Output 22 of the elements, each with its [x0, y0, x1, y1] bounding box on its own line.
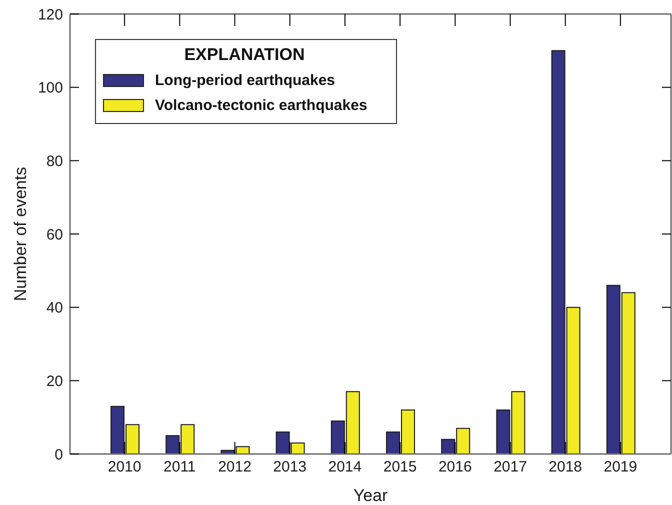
legend-label: Volcano-tectonic earthquakes: [155, 97, 368, 114]
legend-label: Long-period earthquakes: [155, 72, 336, 89]
x-tick-label: 2018: [548, 458, 582, 476]
x-tick-label: 2016: [438, 458, 472, 476]
x-tick-label: 2011: [164, 458, 196, 476]
x-tick-label: 2014: [328, 458, 362, 476]
x-tick-label: 2019: [604, 458, 638, 476]
y-axis-title: Number of events: [11, 166, 30, 302]
legend-title: EXPLANATION: [183, 44, 306, 66]
y-tick-label: 0: [54, 446, 63, 464]
y-tick-label: 20: [46, 372, 63, 390]
x-axis-title: Year: [353, 486, 388, 505]
y-tick-label: 80: [46, 152, 63, 170]
x-tick-label: 2010: [108, 458, 142, 476]
y-tick-label: 120: [38, 6, 63, 24]
x-tick-label: 2015: [383, 458, 417, 476]
y-tick-label: 40: [46, 300, 63, 317]
x-tick-label: 2013: [273, 458, 307, 476]
y-tick-label: 100: [38, 80, 63, 97]
y-tick-label: 60: [46, 226, 63, 244]
x-tick-label: 2012: [218, 458, 252, 476]
x-tick-label: 2017: [494, 458, 527, 476]
